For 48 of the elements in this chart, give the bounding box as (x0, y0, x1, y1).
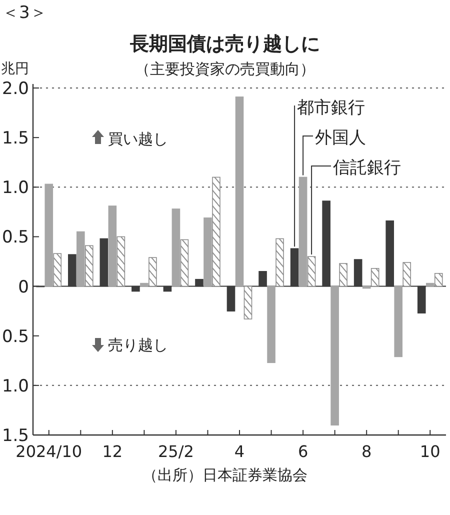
bar (267, 286, 276, 364)
bar (76, 231, 85, 287)
annotation: 売り越し (108, 336, 168, 354)
bar (44, 184, 54, 287)
x-tick-label: 8 (361, 442, 372, 461)
y-tick-label: 1.5 (2, 128, 29, 149)
bar (307, 256, 316, 287)
bar (339, 263, 348, 287)
text: ＜3＞ (2, 3, 47, 23)
bar (298, 176, 308, 287)
bar (172, 208, 180, 287)
y-axis-title: 兆円 (1, 61, 29, 77)
bar (85, 245, 94, 287)
bar (276, 238, 284, 287)
bar (212, 176, 220, 287)
x-tick-label: 4 (234, 442, 245, 461)
bar (180, 239, 189, 287)
y-tick-label: 2.0 (2, 79, 29, 99)
bar (148, 257, 157, 287)
y-tick-label: 0.5 (2, 326, 29, 347)
x-tick-label: 25/2 (158, 442, 194, 461)
text: 都市銀行 (297, 98, 365, 118)
bar (394, 286, 402, 358)
bar (53, 253, 62, 287)
bar (116, 236, 126, 287)
bar (108, 206, 117, 287)
y-tick-label: 1.0 (2, 376, 29, 396)
x-tick-label: 10 (420, 442, 440, 461)
bar (402, 262, 411, 287)
series-label: 外国人 (315, 128, 366, 148)
chart-subtitle: （主要投資家の売買動向） (135, 60, 315, 78)
bar (235, 96, 244, 287)
x-tick-label: 12 (102, 442, 123, 461)
x-tick-label: 6 (298, 442, 308, 461)
bar (204, 217, 212, 287)
bar (244, 286, 252, 320)
bar (370, 268, 380, 287)
annotation: 買い越し (108, 130, 168, 148)
bar (140, 282, 148, 287)
bar (330, 286, 339, 426)
bar (426, 282, 434, 287)
y-tick-label: 0 (18, 277, 29, 298)
y-tick-label: 0.5 (2, 228, 29, 248)
text: （出所）日本証券業協会 (142, 466, 308, 484)
text: 信託銀行 (333, 158, 401, 178)
bar (434, 272, 443, 287)
y-tick-label: 1.0 (2, 178, 29, 198)
chart-title: 長期国債は売り越しに (129, 33, 320, 55)
